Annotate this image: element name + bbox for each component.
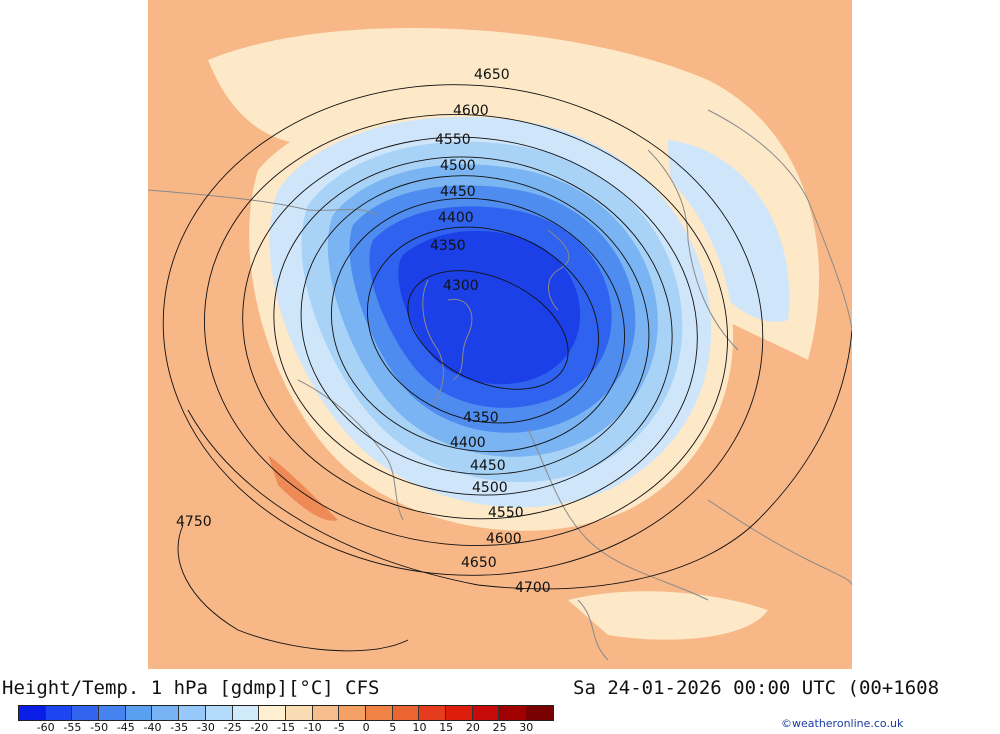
valid-time: Sa 24-01-2026 00:00 UTC (00+1608 xyxy=(573,677,940,699)
temperature-colorbar xyxy=(18,705,554,721)
contour-label-4750: 4750 xyxy=(176,514,212,530)
contour-label-4500: 4500 xyxy=(440,158,476,174)
colorbar-tick-label: 20 xyxy=(465,721,480,734)
contour-label-4450: 4450 xyxy=(470,458,506,474)
colorbar-tick-label: 30 xyxy=(519,721,534,734)
colorbar-tick-label: -60 xyxy=(36,721,55,734)
contour-label-4550: 4550 xyxy=(488,505,524,521)
contour-line-4300 xyxy=(407,270,569,390)
colorbar-tick-label: -15 xyxy=(277,721,295,734)
colorbar-tick-label: -50 xyxy=(90,721,109,734)
contour-label-4300: 4300 xyxy=(443,278,479,294)
colorbar-swatch xyxy=(179,706,206,720)
colorbar-swatch xyxy=(205,706,233,720)
colorbar-swatch xyxy=(446,706,473,720)
colorbar-swatch xyxy=(419,706,446,720)
contour-line-4550 xyxy=(242,136,698,520)
contour-line-4400 xyxy=(330,197,626,453)
colorbar-tick-label: -30 xyxy=(196,721,215,734)
colorbar-tick-label: -10 xyxy=(303,721,322,734)
contour-line-4450 xyxy=(300,175,650,475)
colorbar-swatch xyxy=(392,706,420,720)
colorbar-swatch xyxy=(125,706,153,720)
colorbar-tick-label: 0 xyxy=(362,721,370,734)
map-title: Height/Temp. 1 hPa [gdmp][°C] CFS xyxy=(2,677,380,699)
contour-label-4450: 4450 xyxy=(440,184,476,200)
contour-label-4650: 4650 xyxy=(474,67,510,83)
colorbar-tick-label: 15 xyxy=(439,721,454,734)
colorbar-tick-label: 25 xyxy=(492,721,507,734)
colorbar-swatch xyxy=(45,706,73,720)
colorbar-swatch xyxy=(99,706,126,720)
colorbar-tick-label: -25 xyxy=(223,721,242,734)
contour-label-4500: 4500 xyxy=(472,480,508,496)
map-panel: 4300 4350 4350 4400 4400 4450 4450 4500 … xyxy=(148,0,852,669)
contour-label-4400: 4400 xyxy=(450,435,486,451)
colorbar-swatch xyxy=(339,706,366,720)
contour-line-4750 xyxy=(177,524,409,652)
contour-label-4350: 4350 xyxy=(463,410,499,426)
colorbar-swatch xyxy=(499,706,527,720)
contour-line-4700 xyxy=(187,329,852,590)
shade-cream-south xyxy=(568,591,768,640)
colorbar-tick-label: -45 xyxy=(116,721,135,734)
height-temperature-map: 4300 4350 4350 4400 4400 4450 4450 4500 … xyxy=(148,0,852,669)
colorbar-tick-label: -55 xyxy=(63,721,82,734)
shade-light-blue-east xyxy=(668,140,790,322)
colorbar-tick-label: -5 xyxy=(333,721,345,734)
colorbar-swatch xyxy=(152,706,180,720)
colorbar-swatch xyxy=(232,706,260,720)
colorbar-swatch xyxy=(259,706,286,720)
contour-line-4600 xyxy=(204,113,728,547)
contour-label-4550: 4550 xyxy=(435,132,471,148)
contour-label-4400: 4400 xyxy=(438,210,474,226)
colorbar-tick-label: -20 xyxy=(250,721,269,734)
colorbar-swatch xyxy=(19,706,46,720)
colorbar-swatch xyxy=(365,706,393,720)
contour-label-4650: 4650 xyxy=(461,555,497,571)
contour-label-4700: 4700 xyxy=(515,580,551,596)
height-contours xyxy=(162,84,852,652)
credit-link[interactable]: ©weatheronline.co.uk xyxy=(781,717,904,730)
contour-line-4500 xyxy=(273,156,673,496)
colorbar-swatch xyxy=(72,706,100,720)
coastlines xyxy=(148,109,852,661)
contour-line-4350 xyxy=(367,226,599,424)
colorbar-swatch xyxy=(312,706,340,720)
colorbar-swatch xyxy=(526,706,553,720)
temperature-shading xyxy=(148,0,852,669)
colorbar-swatch xyxy=(285,706,313,720)
colorbar-tick-label: -40 xyxy=(143,721,162,734)
shade-darkest-blue xyxy=(398,230,581,385)
colorbar-tick-label: -35 xyxy=(170,721,189,734)
contour-label-4600: 4600 xyxy=(486,531,522,547)
contour-labels: 4300 4350 4350 4400 4400 4450 4450 4500 … xyxy=(176,67,551,596)
contour-label-4600: 4600 xyxy=(453,103,489,119)
contour-label-4350: 4350 xyxy=(430,238,466,254)
contour-line-4650 xyxy=(162,84,764,576)
colorbar-swatch xyxy=(472,706,500,720)
colorbar-tick-label: 5 xyxy=(389,721,397,734)
colorbar-tick-labels: -60 -55 -50 -45 -40 -35 -30 -25 -20 -15 -10 -5 0 5 10 1… xyxy=(18,721,578,734)
colorbar-tick-label: 10 xyxy=(412,721,427,734)
